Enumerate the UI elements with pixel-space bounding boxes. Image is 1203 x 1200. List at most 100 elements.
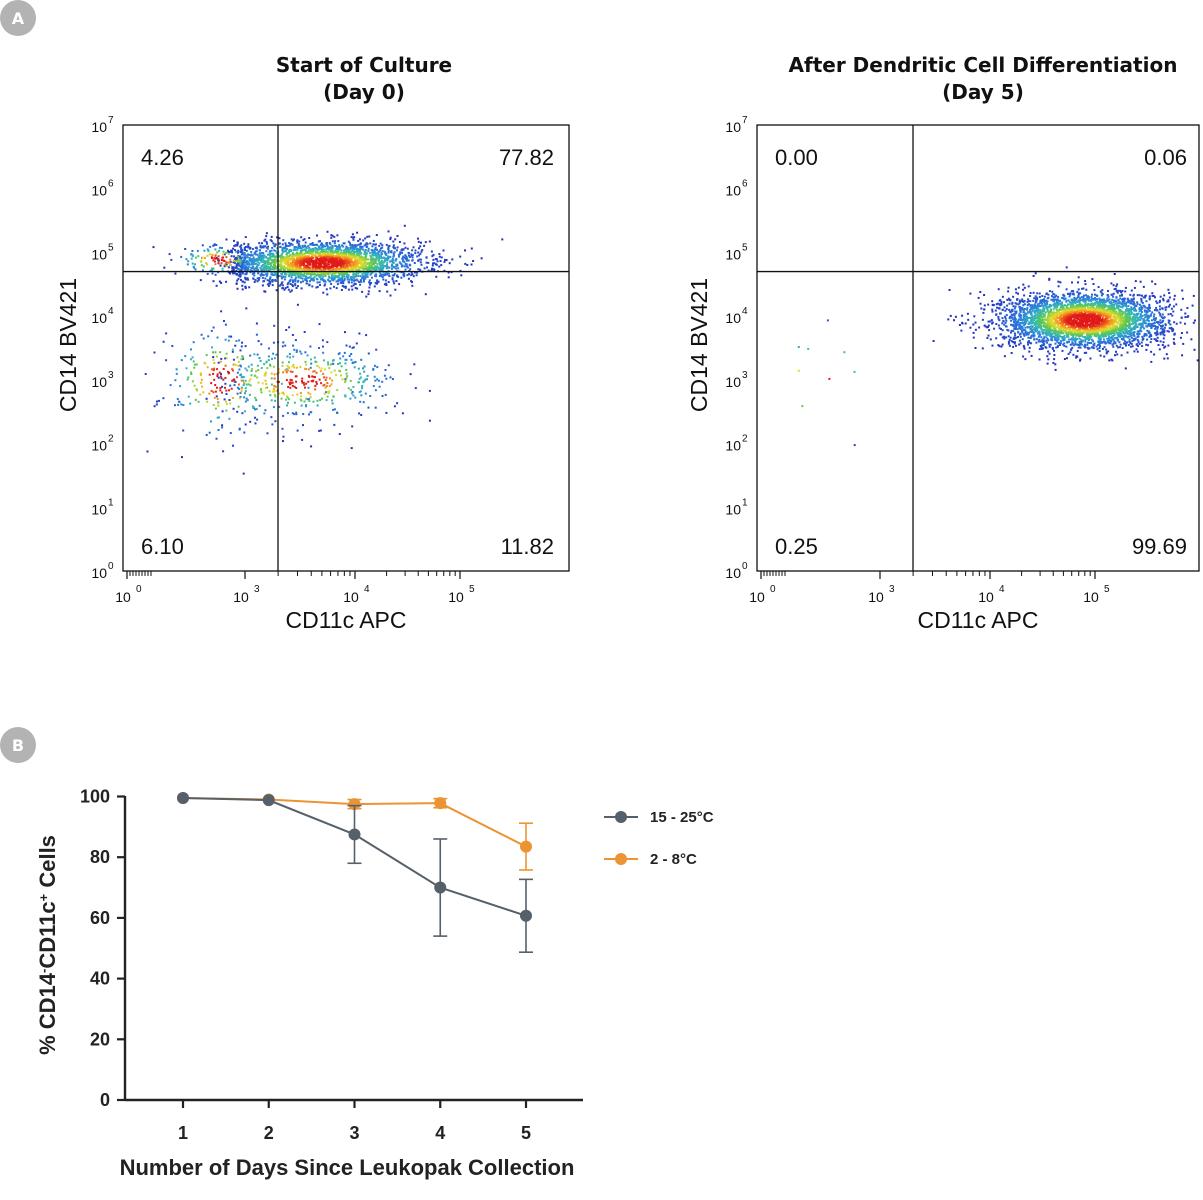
event-dot	[1103, 346, 1106, 349]
event-dot	[244, 285, 247, 288]
event-dot	[259, 244, 262, 247]
event-dot	[246, 263, 249, 266]
event-dot	[322, 351, 325, 354]
event-dot	[248, 380, 251, 383]
event-dot	[1150, 319, 1153, 322]
event-dot	[360, 266, 363, 269]
event-dot	[1048, 278, 1051, 281]
event-dot	[1156, 327, 1159, 330]
event-dot	[314, 251, 317, 254]
event-dot	[248, 253, 251, 256]
event-dot	[447, 276, 450, 279]
event-dot	[1072, 290, 1075, 293]
event-dot	[1106, 337, 1109, 340]
event-dot	[1038, 332, 1041, 335]
event-dot	[265, 232, 268, 235]
event-dot	[305, 268, 308, 271]
event-dot	[279, 246, 282, 248]
event-dot	[218, 371, 221, 374]
event-dot	[401, 251, 404, 254]
event-dot	[1144, 295, 1147, 298]
flow-plot-day0: Start of Culture (Day 0) 4.26 77.82 6.10…	[55, 53, 570, 633]
event-dot	[354, 250, 357, 253]
y-tick-label: 10	[91, 310, 107, 326]
x-tick-exponent: 5	[469, 584, 475, 595]
event-dot	[1159, 308, 1161, 311]
event-dot	[1077, 276, 1080, 279]
event-dot	[273, 377, 276, 380]
event-dot	[275, 252, 278, 255]
event-dot	[1062, 338, 1065, 341]
event-dot	[365, 262, 368, 265]
event-dot	[419, 252, 422, 255]
event-dot	[392, 280, 395, 283]
event-dot	[1071, 341, 1074, 344]
event-dot	[1111, 338, 1114, 341]
event-dot	[225, 389, 228, 392]
event-dot	[360, 263, 363, 266]
event-dot	[406, 258, 409, 261]
event-dot	[1072, 353, 1075, 356]
event-dot	[995, 323, 998, 325]
event-dot	[260, 251, 263, 254]
event-dot	[282, 341, 285, 344]
event-dot	[327, 391, 330, 394]
event-dot	[1053, 298, 1056, 301]
event-dot	[1026, 304, 1029, 307]
event-dot	[321, 275, 324, 278]
event-dot	[300, 260, 303, 263]
event-dot	[1038, 292, 1041, 295]
event-dot	[357, 243, 360, 246]
event-dot	[1001, 322, 1004, 325]
event-dot	[214, 254, 217, 257]
event-dot	[1091, 293, 1093, 296]
event-dot	[189, 402, 192, 405]
event-dot	[1027, 336, 1030, 339]
event-dot	[216, 251, 219, 254]
event-dot	[317, 240, 320, 243]
event-dot	[371, 271, 374, 274]
event-dot	[285, 368, 288, 371]
event-dot	[411, 273, 414, 276]
event-dot	[336, 234, 339, 237]
event-dot	[297, 279, 300, 282]
event-dot	[1032, 307, 1034, 310]
event-dot	[322, 253, 325, 256]
event-dot	[1127, 344, 1130, 346]
event-dot	[414, 249, 417, 252]
event-dot	[287, 244, 290, 247]
event-dot	[1191, 304, 1194, 307]
event-dot	[284, 273, 286, 275]
event-dot	[1166, 300, 1169, 303]
event-dot	[1077, 288, 1080, 291]
event-dot	[315, 263, 318, 266]
event-dot	[1001, 295, 1004, 298]
event-dot	[307, 386, 310, 389]
event-dot	[312, 247, 314, 250]
event-dot	[1115, 350, 1117, 353]
event-dot	[1027, 340, 1030, 343]
event-dot	[1032, 275, 1035, 277]
event-dot	[256, 253, 259, 256]
event-dot	[359, 372, 362, 375]
event-dot	[291, 284, 294, 286]
event-dot	[280, 283, 283, 286]
event-dot	[1098, 344, 1101, 347]
event-dot	[197, 255, 200, 258]
event-dot	[212, 267, 214, 270]
event-dot	[1120, 354, 1123, 357]
event-dot	[1144, 316, 1147, 319]
event-dot	[983, 324, 986, 327]
event-dot	[1134, 337, 1137, 340]
event-dot	[335, 248, 338, 250]
event-dot	[342, 245, 345, 248]
event-dot	[291, 381, 294, 384]
event-dot	[225, 261, 228, 264]
event-dot	[1038, 358, 1041, 361]
event-dot	[400, 263, 403, 266]
event-dot	[237, 364, 240, 367]
event-dot	[1105, 352, 1108, 355]
event-dot	[303, 245, 306, 248]
event-dot	[1172, 341, 1175, 344]
event-dot	[1027, 298, 1030, 301]
